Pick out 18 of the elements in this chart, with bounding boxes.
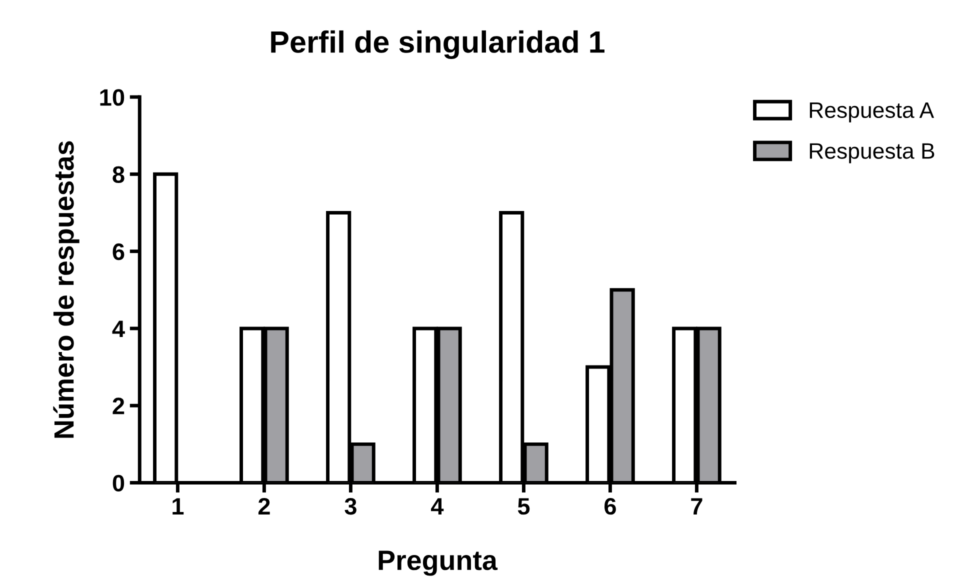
y-tick-label: 6 bbox=[112, 243, 124, 260]
y-axis-title: Número de respuestas bbox=[53, 141, 80, 438]
x-tick-label: 6 bbox=[604, 498, 616, 515]
y-tick-label: 2 bbox=[112, 398, 124, 414]
x-tick-label: 3 bbox=[344, 498, 356, 515]
x-tick-label: 5 bbox=[518, 498, 530, 515]
legend-label: Respuesta A bbox=[810, 102, 934, 122]
x-tick-label: 2 bbox=[258, 498, 270, 514]
y-tick-label: 8 bbox=[112, 166, 124, 183]
chart-title: Perfil de singularidad 1 bbox=[271, 30, 604, 60]
legend-label: Respuesta B bbox=[810, 143, 934, 164]
y-tick-label: 10 bbox=[100, 89, 124, 106]
y-tick-label: 0 bbox=[112, 474, 124, 492]
x-tick-label: 1 bbox=[172, 498, 184, 514]
x-axis-title: Pregunta bbox=[378, 550, 498, 576]
y-tick-label: 4 bbox=[112, 320, 125, 338]
x-tick-label: 7 bbox=[691, 498, 702, 514]
x-tick-label: 4 bbox=[430, 498, 444, 514]
